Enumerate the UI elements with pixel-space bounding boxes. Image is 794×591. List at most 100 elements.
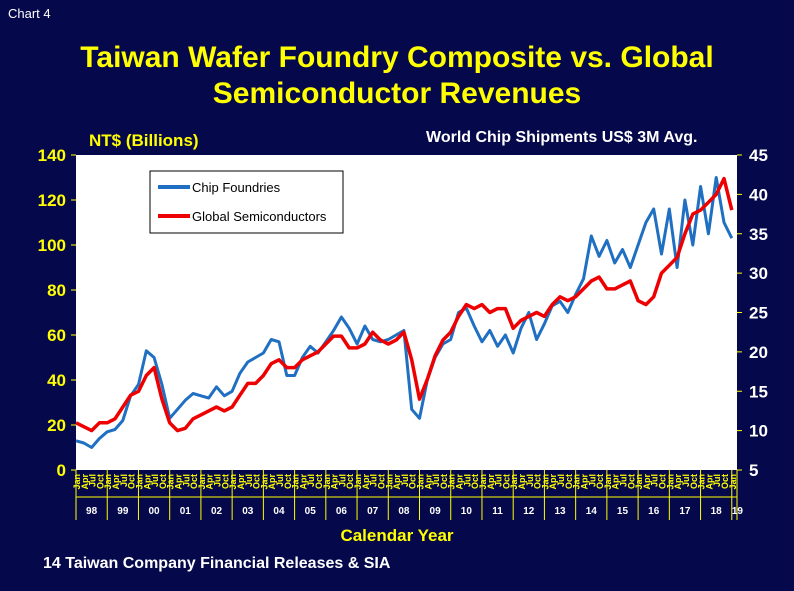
- month-tick-label: Jan: [728, 474, 738, 490]
- month-tick-label: Jul: [119, 474, 129, 487]
- month-tick-label: Jan: [540, 474, 550, 490]
- month-tick-label: Jan: [478, 474, 488, 490]
- chart-title-line-2: Semiconductor Revenues: [212, 77, 582, 110]
- month-tick-label: Apr: [423, 474, 433, 490]
- month-tick-label: Jul: [712, 474, 722, 487]
- month-tick-label: Oct: [189, 474, 199, 489]
- month-tick-label: Jul: [213, 474, 223, 487]
- month-tick-label: Jan: [322, 474, 332, 490]
- year-label: 08: [398, 506, 410, 517]
- month-tick-label: Apr: [267, 474, 277, 490]
- left-tick-label: 20: [47, 416, 66, 435]
- month-tick-label: Jul: [618, 474, 628, 487]
- month-tick-label: Oct: [720, 474, 730, 489]
- month-tick-label: Jul: [650, 474, 660, 487]
- month-tick-label: Oct: [283, 474, 293, 489]
- month-tick-label: Apr: [173, 474, 183, 490]
- month-tick-label: Jan: [509, 474, 519, 490]
- month-tick-label: Apr: [517, 474, 527, 490]
- month-tick-label: Oct: [439, 474, 449, 489]
- month-tick-label: Jan: [103, 474, 113, 490]
- year-label: 11: [492, 506, 503, 517]
- month-tick-label: Jan: [228, 474, 238, 490]
- month-tick-label: Apr: [361, 474, 371, 490]
- right-tick-label: 20: [749, 343, 768, 362]
- year-label: 04: [273, 506, 285, 517]
- month-tick-label: Jul: [306, 474, 316, 487]
- year-label: 03: [242, 506, 254, 517]
- month-tick-label: Oct: [595, 474, 605, 489]
- month-tick-label: Jan: [134, 474, 144, 490]
- right-tick-label: 30: [749, 264, 768, 283]
- month-tick-label: Oct: [127, 474, 137, 489]
- month-tick-label: Oct: [252, 474, 262, 489]
- year-label: 10: [461, 506, 473, 517]
- month-tick-label: Oct: [408, 474, 418, 489]
- month-tick-label: Oct: [158, 474, 168, 489]
- left-tick-label: 0: [57, 461, 66, 480]
- left-tick-label: 100: [38, 236, 66, 255]
- month-tick-label: Apr: [80, 474, 90, 490]
- month-tick-label: Jul: [181, 474, 191, 487]
- year-label: 17: [679, 506, 691, 517]
- month-tick-label: Jan: [197, 474, 207, 490]
- month-tick-label: Jul: [275, 474, 285, 487]
- legend-label-global: Global Semiconductors: [192, 209, 327, 224]
- month-tick-label: Jan: [166, 474, 176, 490]
- month-tick-label: Jan: [353, 474, 363, 490]
- month-tick-label: Jan: [697, 474, 707, 490]
- month-tick-label: Oct: [470, 474, 480, 489]
- year-label: 07: [367, 506, 379, 517]
- month-tick-label: Jul: [337, 474, 347, 487]
- month-tick-label: Jul: [556, 474, 566, 487]
- year-label: 18: [711, 506, 723, 517]
- right-tick-label: 45: [749, 146, 768, 165]
- month-tick-label: Oct: [533, 474, 543, 489]
- month-tick-label: Jan: [72, 474, 82, 490]
- month-tick-label: Oct: [220, 474, 230, 489]
- month-tick-label: Jul: [681, 474, 691, 487]
- legend-label-foundries: Chip Foundries: [192, 180, 281, 195]
- month-tick-label: Jul: [244, 474, 254, 487]
- month-tick-label: Jul: [462, 474, 472, 487]
- month-tick-label: Jan: [447, 474, 457, 490]
- year-label: 12: [523, 506, 535, 517]
- month-tick-label: Apr: [205, 474, 215, 490]
- month-tick-label: Oct: [345, 474, 355, 489]
- month-tick-label: Apr: [704, 474, 714, 490]
- month-tick-label: Apr: [642, 474, 652, 490]
- year-label: 16: [648, 506, 660, 517]
- month-tick-label: Jul: [88, 474, 98, 487]
- year-label: 19: [732, 506, 744, 517]
- month-tick-label: Jul: [494, 474, 504, 487]
- right-tick-label: 25: [749, 304, 768, 323]
- month-tick-label: Apr: [236, 474, 246, 490]
- month-tick-label: Apr: [611, 474, 621, 490]
- month-tick-label: Jan: [665, 474, 675, 490]
- month-tick-label: Jan: [291, 474, 301, 490]
- month-tick-label: Jul: [400, 474, 410, 487]
- chart-title: Taiwan Wafer Foundry Composite vs. Globa…: [0, 40, 794, 112]
- year-label: 02: [211, 506, 223, 517]
- month-tick-label: Oct: [564, 474, 574, 489]
- year-label: 98: [86, 506, 98, 517]
- month-tick-label: Oct: [376, 474, 386, 489]
- year-label: 00: [149, 506, 161, 517]
- month-tick-label: Jul: [587, 474, 597, 487]
- year-label: 01: [180, 506, 192, 517]
- month-tick-label: Jul: [525, 474, 535, 487]
- month-tick-label: Oct: [314, 474, 324, 489]
- right-tick-label: 40: [749, 185, 768, 204]
- month-tick-label: Oct: [501, 474, 511, 489]
- month-tick-label: Oct: [658, 474, 668, 489]
- right-tick-label: 5: [749, 461, 758, 480]
- month-tick-label: Oct: [689, 474, 699, 489]
- month-tick-label: Apr: [330, 474, 340, 490]
- month-tick-label: Jan: [259, 474, 269, 490]
- month-tick-label: Jan: [634, 474, 644, 490]
- month-tick-label: Apr: [111, 474, 121, 490]
- right-tick-label: 35: [749, 225, 768, 244]
- year-label: 99: [117, 506, 129, 517]
- left-axis-title: NT$ (Billions): [89, 131, 199, 150]
